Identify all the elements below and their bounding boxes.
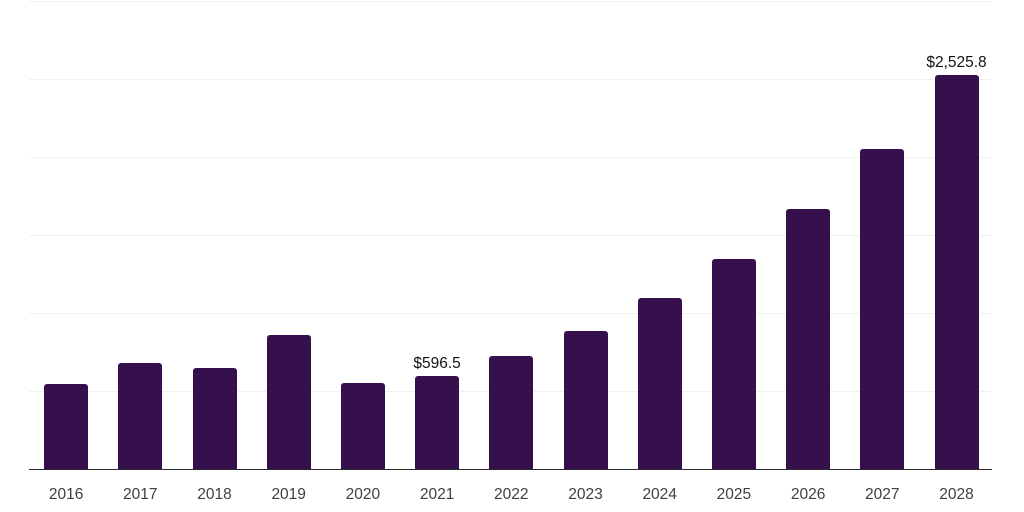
bar-2022[interactable] xyxy=(489,356,534,469)
gridline xyxy=(29,157,992,158)
x-tick-label-2026: 2026 xyxy=(790,486,826,503)
x-tick-label-2028: 2028 xyxy=(939,486,974,503)
x-tick-label-2016: 2016 xyxy=(48,486,84,503)
x-tick-label-2025: 2025 xyxy=(716,486,752,503)
bar-2020[interactable] xyxy=(340,383,385,469)
x-tick-label-2019: 2019 xyxy=(271,486,306,503)
bar-2024[interactable] xyxy=(637,298,682,469)
x-tick-label-2024: 2024 xyxy=(642,486,677,503)
x-tick-label-2027: 2027 xyxy=(865,486,900,503)
bar-2023[interactable] xyxy=(563,330,608,469)
data-label-2028: $2,525.8 xyxy=(926,53,987,71)
x-tick-label-2022: 2022 xyxy=(494,486,529,503)
bar-2028[interactable] xyxy=(934,74,979,469)
bar-2025[interactable] xyxy=(711,259,756,469)
gridline xyxy=(29,79,992,80)
x-tick-label-2018: 2018 xyxy=(197,486,232,503)
gridline xyxy=(29,1,992,2)
gridline xyxy=(29,313,992,314)
x-tick-label-2021: 2021 xyxy=(419,486,455,503)
x-axis-line xyxy=(29,468,992,470)
x-tick-label-2023: 2023 xyxy=(568,486,603,503)
gridline xyxy=(29,235,992,236)
bar-2018[interactable] xyxy=(192,368,237,469)
bar-2021[interactable] xyxy=(415,375,460,469)
x-tick-label-2020: 2020 xyxy=(345,486,381,503)
x-tick-label-2017: 2017 xyxy=(123,486,158,503)
bar-2027[interactable] xyxy=(860,149,905,469)
bar-2026[interactable] xyxy=(786,208,831,469)
bar-2017[interactable] xyxy=(118,363,163,469)
bar-2019[interactable] xyxy=(266,334,311,469)
data-label-2021: $596.5 xyxy=(413,354,461,372)
bar-2016[interactable] xyxy=(44,383,89,469)
